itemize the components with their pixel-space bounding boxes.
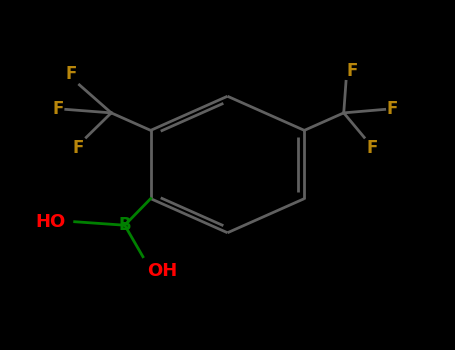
Text: F: F <box>346 62 357 80</box>
Text: F: F <box>387 100 398 118</box>
Text: HO: HO <box>35 213 66 231</box>
Text: OH: OH <box>147 262 178 280</box>
Text: B: B <box>118 216 131 234</box>
Text: F: F <box>66 65 77 83</box>
Text: F: F <box>366 139 378 157</box>
Text: F: F <box>52 100 64 118</box>
Text: F: F <box>73 139 84 157</box>
